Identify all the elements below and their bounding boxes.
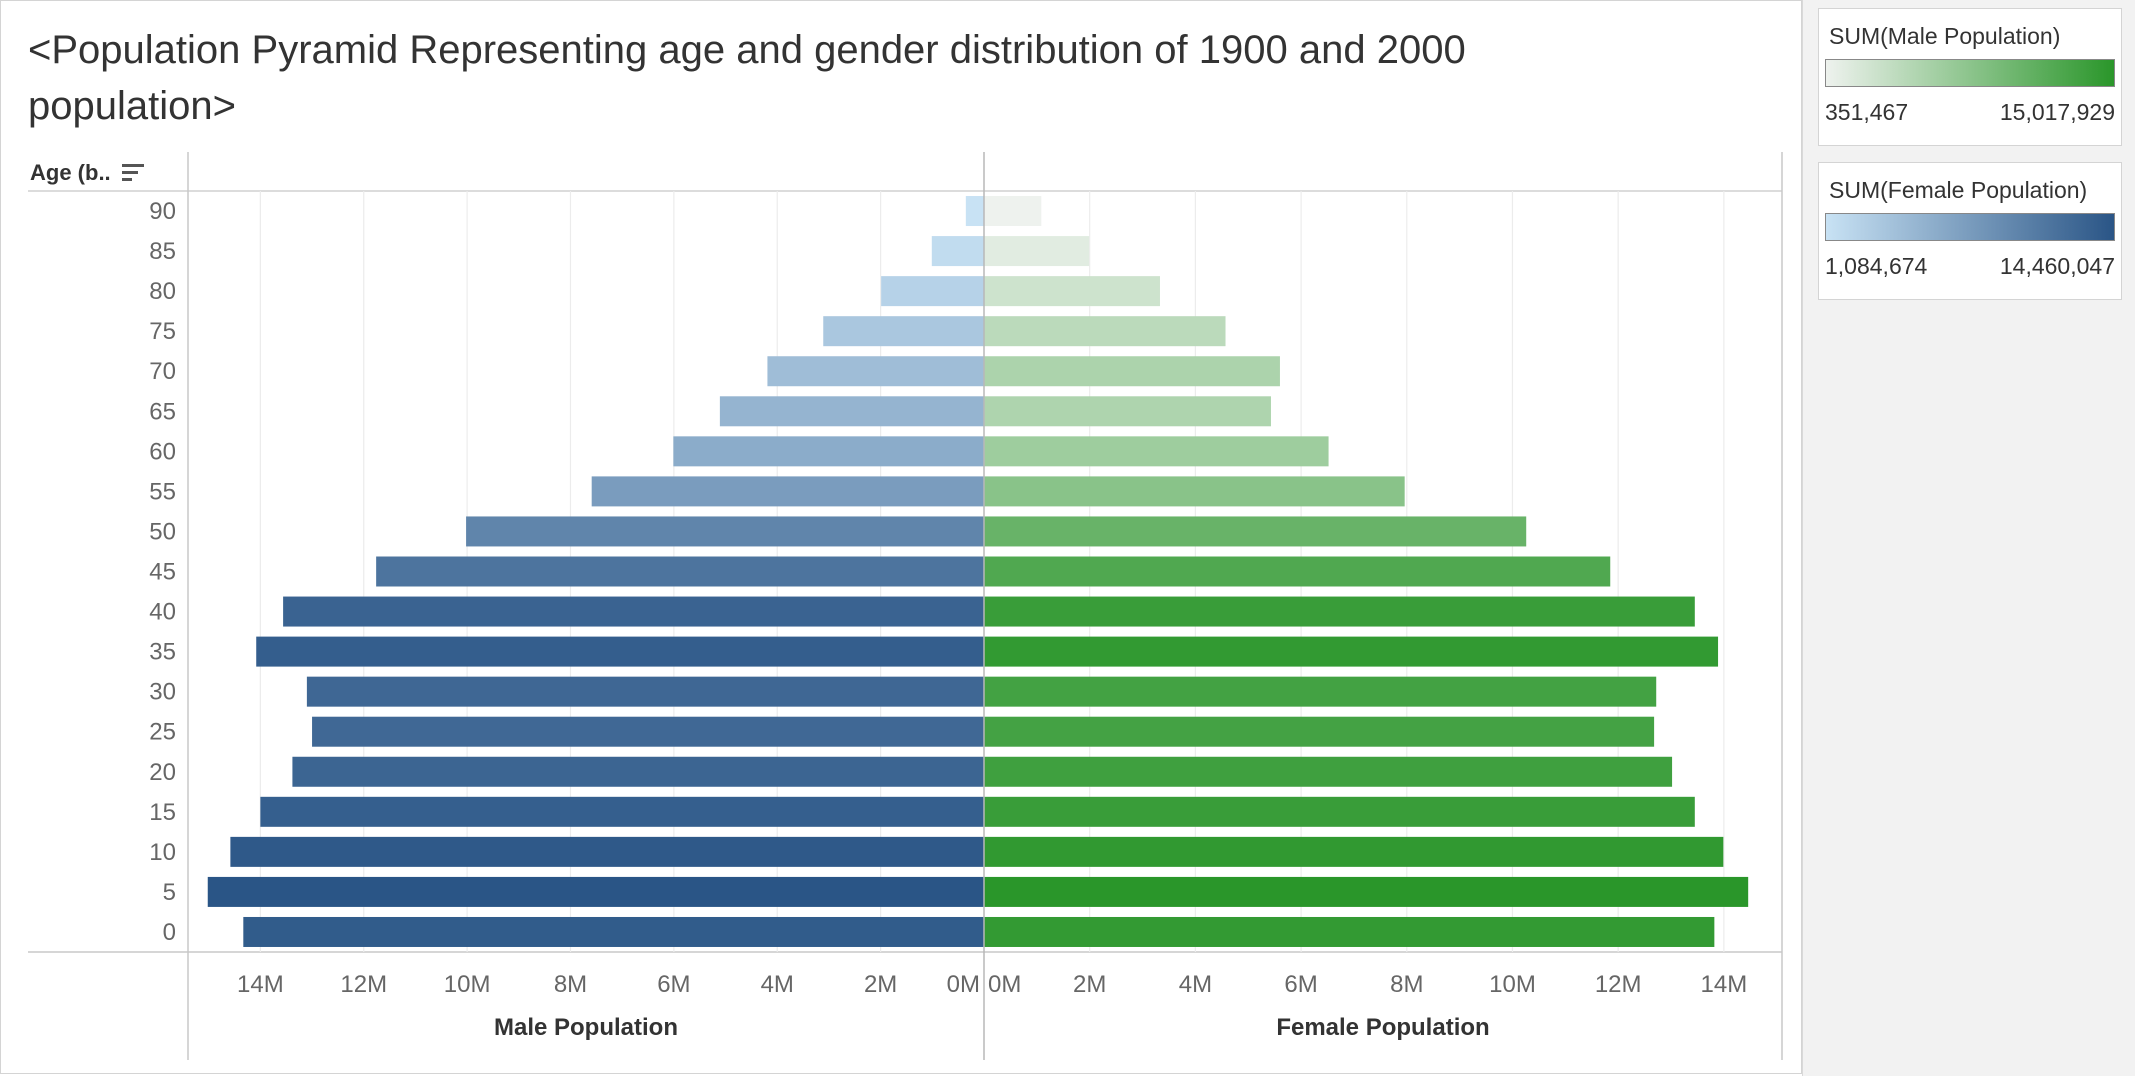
bar-male (260, 796, 984, 827)
bar-male (230, 836, 985, 867)
bar-male (719, 396, 984, 427)
y-category-label: 55 (149, 478, 176, 505)
y-category-label: 80 (149, 278, 176, 305)
bar-male (283, 596, 984, 627)
bar-female (984, 356, 1280, 387)
bar-male (823, 316, 984, 347)
y-category-label: 45 (149, 559, 176, 586)
bar-male (292, 756, 984, 787)
x-tick-label-male: 8M (554, 971, 587, 998)
bar-female (984, 876, 1749, 907)
bar-female (984, 396, 1271, 427)
legend-gradient-bar (1825, 59, 2115, 87)
y-category-label: 5 (163, 879, 176, 906)
y-category-label: 20 (149, 759, 176, 786)
legend-female-population[interactable]: SUM(Female Population) 1,084,674 14,460,… (1818, 162, 2122, 300)
legend-male-population[interactable]: SUM(Male Population) 351,467 15,017,929 (1818, 8, 2122, 146)
bar-female (984, 756, 1673, 787)
x-axis-title-male: Male Population (493, 1014, 679, 1041)
row-header-age[interactable]: Age (b.. (30, 160, 111, 185)
bar-female (984, 916, 1715, 947)
y-category-label: 90 (149, 198, 176, 225)
bar-male (673, 436, 984, 467)
bar-female (984, 196, 1042, 227)
y-category-label: 50 (149, 518, 176, 545)
page-title: <Population Pyramid Representing age and… (28, 28, 1466, 128)
x-tick-label-female: 2M (1073, 971, 1106, 998)
bar-male (312, 716, 984, 747)
x-tick-label-female: 14M (1701, 971, 1748, 998)
x-tick-label-male: 10M (444, 971, 491, 998)
bar-female (984, 276, 1160, 307)
x-tick-label-female: 8M (1390, 971, 1423, 998)
bar-female (984, 476, 1405, 507)
x-tick-label-female: 6M (1284, 971, 1317, 998)
bar-male (306, 676, 984, 707)
x-tick-label-male: 0M (947, 971, 980, 998)
bar-male (931, 236, 984, 267)
bar-female (984, 436, 1329, 467)
bar-male (376, 556, 984, 587)
bar-male (767, 356, 984, 387)
y-category-label: 30 (149, 679, 176, 706)
bar-male (256, 636, 984, 667)
x-tick-label-female: 4M (1179, 971, 1212, 998)
population-pyramid-chart: 0M 0M 2M 2M 4M 4M 6M 6M 8M 8M 10M 10M 12M 12M 14M 14M 90… (28, 152, 1783, 1060)
y-category-label: 85 (149, 238, 176, 265)
y-category-label: 10 (149, 839, 176, 866)
legend-title: SUM(Female Population) (1829, 177, 2088, 203)
y-category-label: 40 (149, 599, 176, 626)
x-tick-label-male: 4M (761, 971, 794, 998)
bar-female (984, 636, 1719, 667)
legend-gradient-bar (1825, 213, 2115, 241)
y-category-label: 70 (149, 358, 176, 385)
bar-female (984, 516, 1527, 547)
x-tick-label-male: 12M (340, 971, 387, 998)
y-category-label: 35 (149, 639, 176, 666)
x-tick-label-male: 14M (237, 971, 284, 998)
bar-male (965, 196, 984, 227)
bar-female (984, 716, 1655, 747)
y-category-label: 60 (149, 438, 176, 465)
bar-male (243, 916, 984, 947)
y-category-label: 25 (149, 719, 176, 746)
legend-min-label: 351,467 (1825, 99, 1909, 125)
bar-female (984, 556, 1611, 587)
x-tick-label-female: 10M (1489, 971, 1536, 998)
y-category-label: 0 (163, 919, 176, 946)
y-category-label: 65 (149, 398, 176, 425)
bar-male (591, 476, 984, 507)
x-tick-label-female: 12M (1595, 971, 1642, 998)
y-category-label: 75 (149, 318, 176, 345)
bar-male (207, 876, 985, 907)
legend-max-label: 15,017,929 (1999, 99, 2115, 125)
bar-female (984, 836, 1724, 867)
bar-female (984, 596, 1695, 627)
legend-max-label: 14,460,047 (1999, 253, 2115, 279)
y-category-label: 15 (149, 799, 176, 826)
x-tick-label-male: 2M (864, 971, 897, 998)
bar-male (881, 276, 984, 307)
legend-min-label: 1,084,674 (1825, 253, 1928, 279)
legend-title: SUM(Male Population) (1829, 23, 2061, 49)
bar-male (466, 516, 984, 547)
bar-female (984, 236, 1090, 267)
x-axis-title-female: Female Population (1276, 1014, 1490, 1041)
x-tick-label-female: 0M (988, 971, 1021, 998)
bar-female (984, 316, 1226, 347)
bar-female (984, 796, 1695, 827)
bar-female (984, 676, 1657, 707)
x-tick-label-male: 6M (657, 971, 690, 998)
sort-icon[interactable] (122, 164, 144, 182)
